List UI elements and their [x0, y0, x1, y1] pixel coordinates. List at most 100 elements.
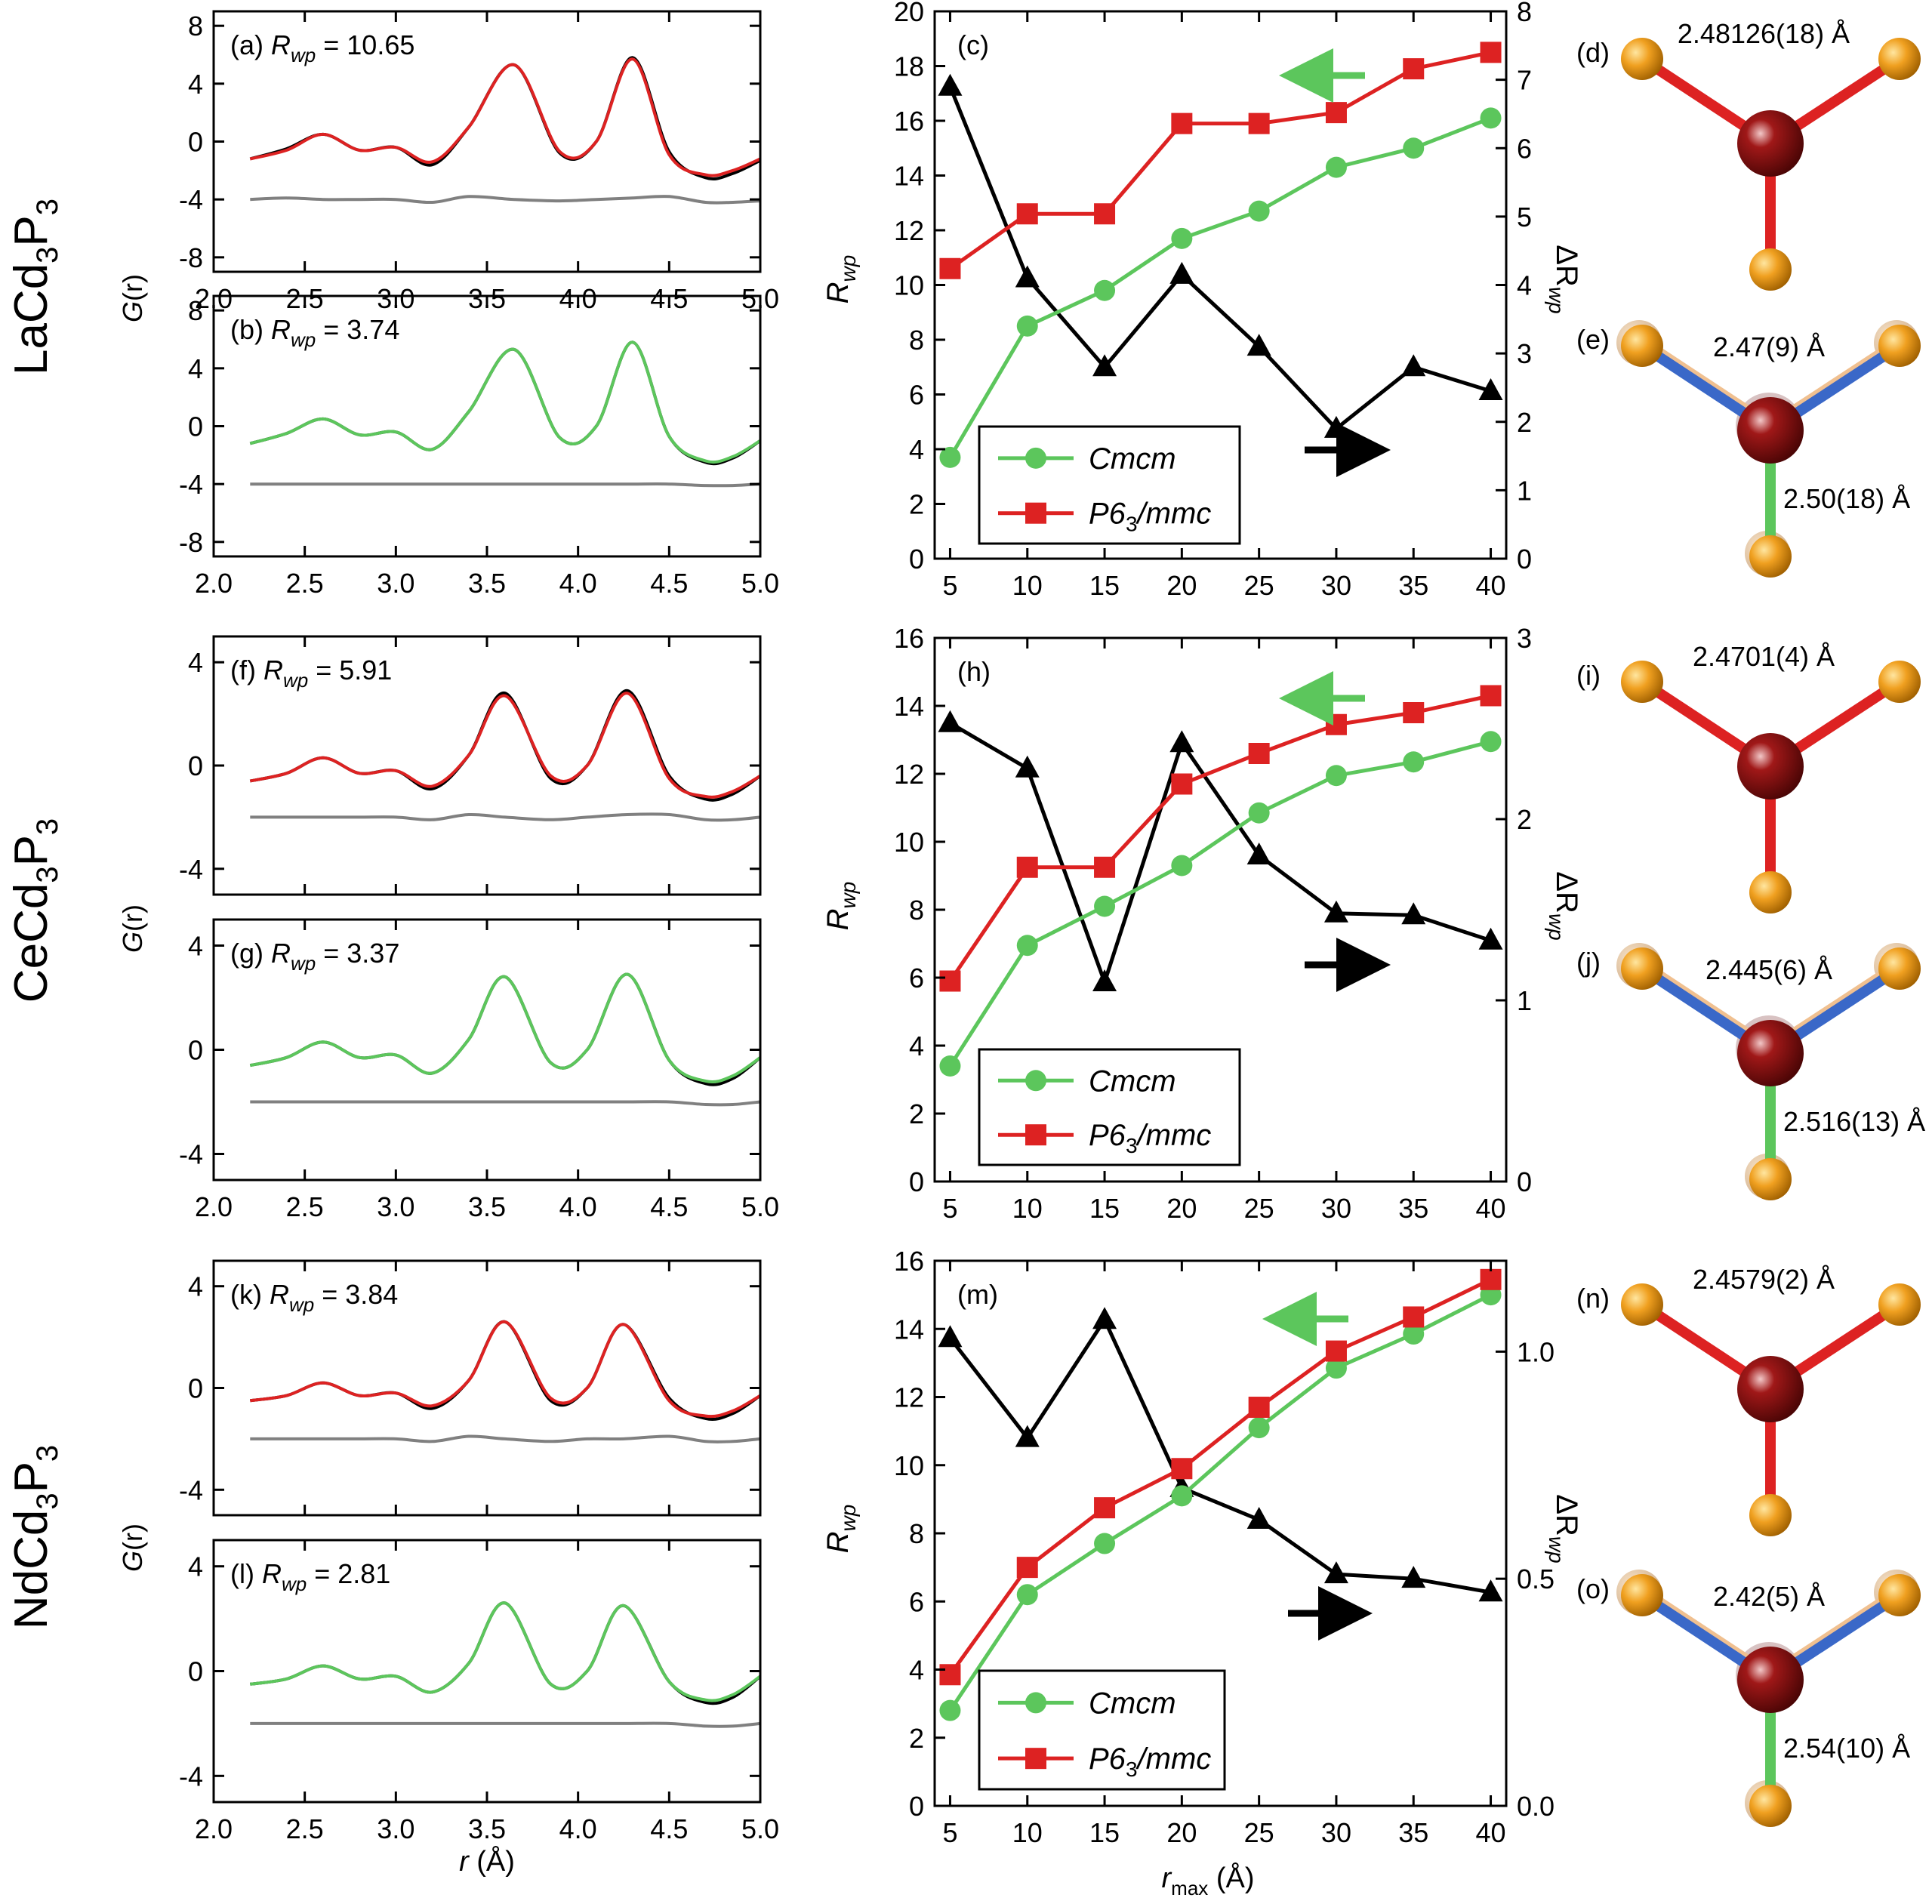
- x-tick-label: 3.0: [377, 568, 414, 599]
- y-tick-label: 12: [894, 1382, 924, 1413]
- y-tick-label: 14: [894, 161, 924, 192]
- y-tick-label: 6: [909, 963, 924, 994]
- bond-length-label: 2.4579(2) Å: [1693, 1264, 1835, 1295]
- rwp-y-axis-label: Rwp: [821, 1505, 860, 1554]
- y2-tick-label: 4: [1517, 270, 1532, 301]
- difference-curve: [250, 482, 761, 488]
- y-tick-label: 2: [909, 489, 924, 520]
- delta-rwp-point: [1478, 377, 1503, 400]
- cmcm-point: [1171, 1485, 1193, 1507]
- y2-tick-label: 0.0: [1517, 1791, 1555, 1822]
- p63mmc-point: [1480, 1268, 1502, 1290]
- bond-length-label-top: 2.445(6) Å: [1706, 954, 1832, 985]
- p63mmc-point: [1480, 42, 1502, 63]
- y-tick-label: -4: [179, 1139, 203, 1170]
- cd-atom: [1737, 1647, 1804, 1713]
- x-tick-label: 3.0: [377, 1813, 414, 1844]
- cmcm-point: [1016, 935, 1038, 957]
- delta-rwp-point: [1401, 354, 1426, 377]
- y-tick-label: 8: [188, 295, 203, 326]
- y-tick-label: -4: [179, 1474, 203, 1505]
- y-tick-label: 4: [188, 931, 203, 962]
- p-atom: [1878, 325, 1921, 367]
- p-atom: [1749, 1158, 1792, 1200]
- x-tick-label: 25: [1244, 570, 1274, 601]
- pdf-panel-f: -4 0 4 (f) Rwp = 5.91: [179, 635, 762, 896]
- p63mmc-point: [1480, 685, 1502, 707]
- delta-rwp-point: [1246, 334, 1271, 356]
- cmcm-point: [1094, 279, 1116, 301]
- legend-cmcm-marker: [1025, 1070, 1046, 1092]
- p-atom: [1878, 661, 1921, 703]
- y-tick-label: 4: [909, 434, 924, 465]
- x-tick-label: 3.5: [468, 1191, 506, 1222]
- p63mmc-point: [1094, 1497, 1116, 1519]
- panel-label: (b) Rwp = 3.74: [230, 314, 399, 351]
- y-tick-label: 16: [894, 1246, 924, 1277]
- p63mmc-point: [1171, 773, 1193, 795]
- delta-rwp-point: [1169, 261, 1194, 284]
- cmcm-point: [1171, 855, 1193, 877]
- p-atom: [1621, 1574, 1663, 1616]
- pdf-y-axis-label: G(r): [117, 904, 148, 953]
- y-tick-label: 4: [188, 647, 203, 678]
- difference-curve: [250, 1721, 761, 1728]
- y-tick-label: 0: [909, 1791, 924, 1822]
- x-tick-label: 35: [1398, 1193, 1428, 1224]
- p63mmc-point: [1248, 1397, 1270, 1419]
- pdf-panel-g: -4 0 4 2.0 2.5 3.0 3.5 4.0 4.5 5.0 (g) Rwp = 3.37: [179, 918, 779, 1222]
- y-tick-label: 10: [894, 1450, 924, 1481]
- y2-tick-label: 0: [1517, 544, 1532, 575]
- p63mmc-point: [1248, 112, 1270, 134]
- p63mmc-point: [1248, 743, 1270, 764]
- p63mmc-point: [1016, 1557, 1038, 1579]
- p-atom: [1621, 325, 1663, 367]
- pdf-y-axis-label: G(r): [117, 1524, 148, 1572]
- pdf-panel-b: -8 -4 0 4 8 2.0 2.5 3.0 3.5 4.0 4.5 5.0 (b) Rwp = 3.…: [179, 294, 779, 599]
- delta-rwp-point: [1015, 265, 1040, 288]
- p63mmc-point: [1325, 713, 1347, 735]
- x-tick-label: 25: [1244, 1193, 1274, 1224]
- y-tick-label: 0: [909, 1166, 924, 1197]
- cmcm-point: [1016, 1584, 1038, 1606]
- y-tick-label: 0: [188, 750, 203, 781]
- panel-label: (o): [1576, 1573, 1610, 1604]
- cd-atom: [1737, 1356, 1804, 1422]
- legend-p63-marker: [1025, 1124, 1046, 1146]
- y-tick-label: 4: [188, 69, 203, 100]
- delta-rwp-point: [1401, 902, 1426, 925]
- p63mmc-point: [939, 1664, 961, 1686]
- y-tick-label: 6: [909, 1586, 924, 1617]
- x-tick-label: 25: [1244, 1817, 1274, 1848]
- x-tick-label: 10: [1012, 1817, 1043, 1848]
- difference-curve: [250, 812, 761, 822]
- p-atom: [1749, 1494, 1792, 1536]
- cmcm-line: [948, 1292, 1492, 1712]
- cmcm-point: [1325, 1357, 1347, 1379]
- cmcm-point: [1016, 315, 1038, 337]
- p-atom: [1878, 947, 1921, 990]
- observed-curve: [249, 689, 762, 802]
- delta-rwp-point: [1169, 730, 1194, 753]
- cmcm-line: [948, 116, 1492, 459]
- x-tick-label: 4.0: [559, 1191, 597, 1222]
- y-tick-label: 0: [188, 411, 203, 442]
- p63mmc-line: [949, 50, 1492, 270]
- delta-rwp-point: [1015, 755, 1040, 778]
- x-tick-label: 40: [1476, 1817, 1506, 1848]
- cmcm-point: [1403, 751, 1425, 773]
- delta-rwp-point: [1478, 927, 1503, 950]
- p63mmc-point: [1325, 1340, 1347, 1362]
- y-tick-label: 4: [188, 1271, 203, 1302]
- y2-tick-label: 1: [1517, 475, 1532, 506]
- legend-box: [978, 1669, 1226, 1791]
- cmcm-point: [1403, 137, 1425, 159]
- p63mmc-line: [948, 1277, 1492, 1676]
- y-tick-label: 0: [188, 1656, 203, 1687]
- cd-atom: [1737, 110, 1804, 177]
- y2-tick-label: 1.0: [1517, 1336, 1555, 1367]
- x-tick-label: 30: [1321, 1193, 1351, 1224]
- y-tick-label: 6: [909, 380, 924, 411]
